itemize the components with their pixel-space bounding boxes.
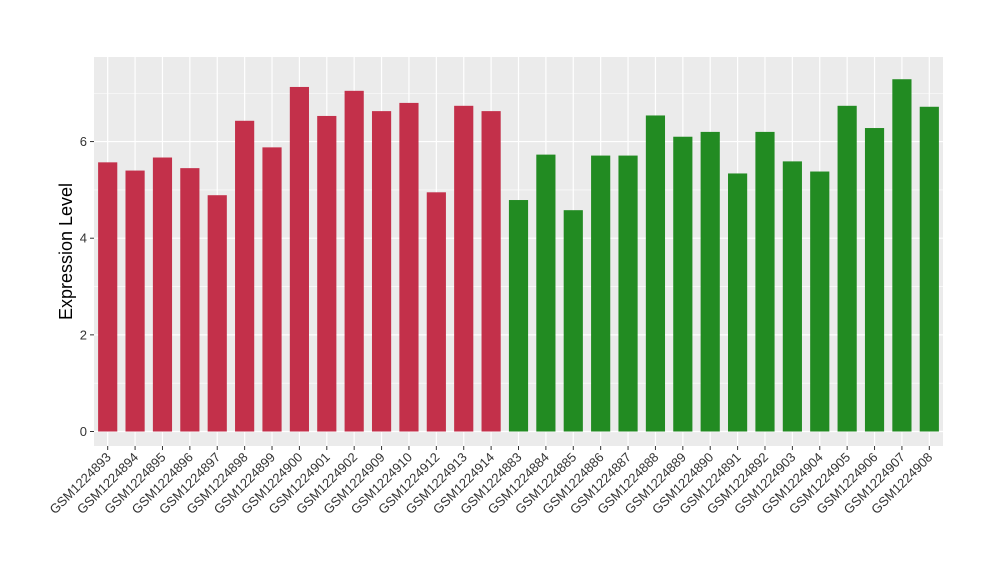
- bar-GSM1224895: [152, 157, 173, 432]
- bar-GSM1224894: [125, 170, 145, 432]
- bar-GSM1224903: [782, 161, 802, 432]
- bar-GSM1224897: [207, 195, 227, 432]
- bar-GSM1224883: [508, 200, 529, 432]
- bar-GSM1224886: [591, 155, 611, 432]
- bar-GSM1224909: [371, 111, 392, 432]
- bar-GSM1224885: [563, 210, 583, 432]
- bar-GSM1224896: [180, 168, 200, 432]
- bar-GSM1224888: [645, 115, 666, 432]
- bar-GSM1224908: [919, 106, 939, 432]
- bar-GSM1224899: [262, 147, 282, 432]
- bar-GSM1224889: [673, 136, 693, 432]
- bar-GSM1224906: [864, 128, 885, 432]
- bar-GSM1224891: [728, 173, 748, 432]
- bar-GSM1224905: [837, 105, 857, 432]
- y-axis: 0 2 4 6: [80, 134, 94, 439]
- bar-GSM1224890: [700, 131, 720, 432]
- bars: [98, 79, 939, 432]
- y-tick-label: 4: [80, 231, 87, 246]
- bar-GSM1224884: [536, 154, 556, 432]
- bar-GSM1224910: [399, 102, 419, 432]
- bar-GSM1224913: [454, 105, 474, 432]
- bar-GSM1224901: [317, 115, 337, 432]
- bar-GSM1224912: [426, 192, 446, 432]
- x-axis: GSM1224893GSM1224894GSM1224895GSM1224896…: [46, 446, 935, 517]
- bar-GSM1224898: [235, 120, 255, 432]
- bar-GSM1224892: [755, 131, 775, 432]
- y-tick-label: 6: [80, 134, 87, 149]
- bar-GSM1224904: [810, 171, 830, 432]
- bar-GSM1224900: [289, 86, 309, 432]
- y-tick-label: 0: [80, 424, 87, 439]
- y-tick-label: 2: [80, 327, 87, 342]
- bar-GSM1224887: [618, 155, 638, 432]
- bar-GSM1224907: [892, 79, 912, 432]
- bar-GSM1224893: [98, 162, 118, 432]
- bar-GSM1224914: [481, 111, 501, 432]
- bar-GSM1224902: [344, 90, 364, 432]
- y-axis-title: Expression Level: [56, 183, 76, 320]
